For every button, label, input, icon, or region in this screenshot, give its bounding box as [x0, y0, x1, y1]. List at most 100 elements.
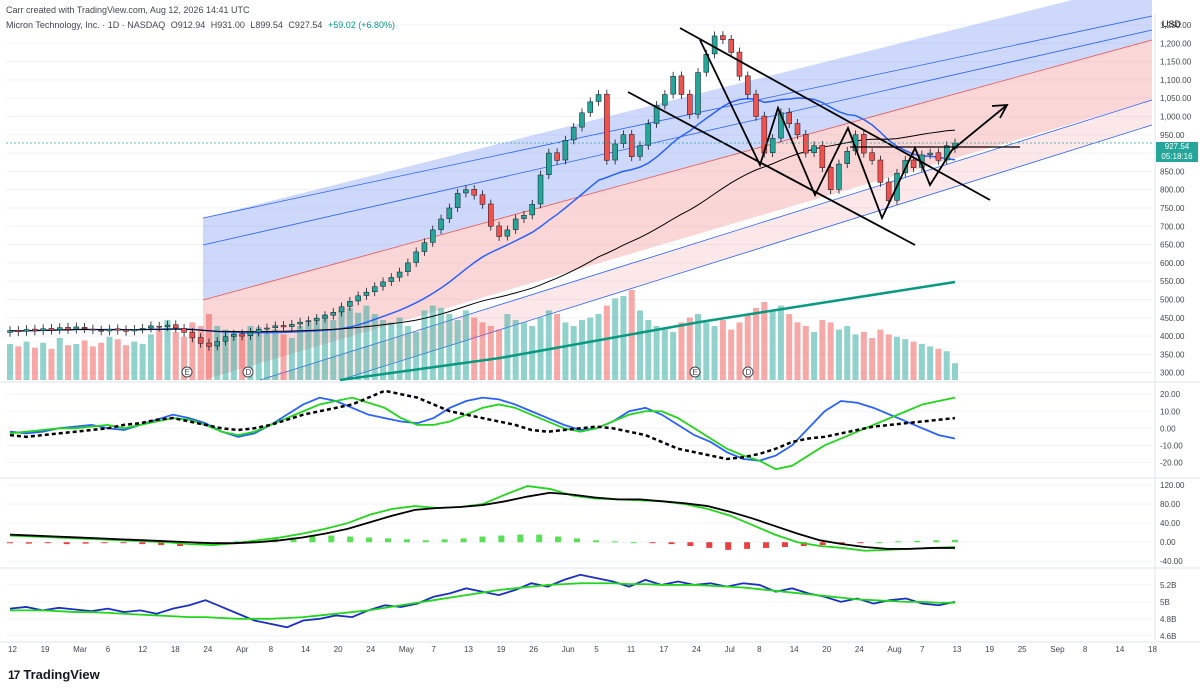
y-tick-label: 40.00 [1160, 519, 1181, 528]
y-tick-label: 4.8B [1160, 615, 1176, 624]
tradingview-icon: 17 [8, 667, 20, 682]
volume-bar [214, 326, 221, 380]
histogram-bar [328, 535, 335, 543]
candle-body [371, 286, 378, 293]
histogram-bar [649, 542, 656, 544]
volume-bar [860, 332, 867, 380]
candle-body [927, 152, 933, 155]
x-tick-label: 14 [301, 645, 310, 654]
x-tick-label: 19 [41, 645, 50, 654]
candle-body [662, 94, 668, 106]
volume-bar [429, 305, 436, 380]
candle-body [222, 336, 229, 342]
candle-body [454, 193, 461, 208]
candle-body [811, 145, 817, 153]
x-tick-label: 7 [920, 645, 925, 654]
volume-bar [587, 317, 594, 380]
candle-body [579, 112, 585, 128]
downtrend-line-lower [627, 91, 916, 246]
y-tick-label: 5B [1160, 598, 1170, 607]
candle-body [73, 326, 80, 330]
y-tick-label: 950.00 [1160, 131, 1185, 140]
volume-bar [537, 317, 544, 380]
volume-bar [703, 322, 710, 380]
candle-body [231, 334, 237, 337]
volume-bar [603, 305, 610, 380]
volume-bar [255, 327, 262, 380]
candle-body [156, 325, 162, 328]
ohlc-close: C927.54 [288, 20, 323, 30]
candle-body [645, 123, 652, 146]
candle-body [413, 251, 419, 263]
y-tick-label: -20.00 [1160, 458, 1183, 467]
volume-bar [438, 308, 445, 380]
volume-bar [81, 340, 88, 380]
volume-bar [653, 326, 660, 380]
histogram-bar [7, 542, 13, 544]
y-tick-label: 120.00 [1160, 481, 1185, 490]
x-tick-label: 18 [171, 645, 180, 654]
candle-body [23, 329, 30, 332]
volume-bar [893, 336, 900, 380]
candle-body [164, 324, 171, 327]
candle-body [247, 332, 254, 336]
histogram-bar [668, 542, 675, 545]
candle-body [181, 328, 187, 333]
volume-bar [172, 332, 179, 380]
x-tick-label: 12 [8, 645, 17, 654]
candle-body [347, 301, 353, 307]
volume-bar [181, 336, 188, 380]
histogram-bar [706, 542, 713, 548]
event-badge-label: D [746, 368, 752, 377]
x-tick-label: May [399, 645, 414, 654]
histogram-bar [517, 534, 524, 543]
volume-bar [40, 342, 47, 380]
y-tick-label: 450.00 [1160, 314, 1185, 323]
candle-body [280, 325, 287, 328]
histogram-bar [441, 539, 448, 543]
zigzag-pattern-line [699, 39, 1008, 221]
histogram-bar [233, 541, 240, 543]
volume-bar [15, 346, 22, 380]
event-badge-label: E [693, 368, 698, 377]
x-tick-label: 13 [464, 645, 473, 654]
volume-bar [927, 346, 934, 380]
volume-bar [388, 322, 395, 380]
x-tick-label: 20 [334, 645, 343, 654]
volume-bar [645, 320, 652, 380]
volume-bar [943, 351, 950, 380]
volume-bar [454, 320, 461, 380]
volume-bar [512, 320, 519, 380]
candle-body [827, 167, 834, 190]
x-tick-label: 19 [985, 645, 994, 654]
y-tick-label: 1,100.00 [1160, 76, 1192, 85]
symbol-name[interactable]: Micron Technology, Inc. · 1D · NASDAQ [6, 20, 166, 30]
candle-body [123, 329, 129, 332]
candle-body [521, 215, 527, 219]
volume-bar [380, 320, 387, 380]
histogram-bar [592, 540, 599, 543]
candle-body [910, 159, 917, 168]
volume-bar [520, 322, 527, 380]
tradingview-logo[interactable]: 17 TradingView [8, 667, 100, 682]
y-tick-label: 800.00 [1160, 186, 1185, 195]
volume-bar [338, 310, 345, 380]
volume-bar [56, 338, 63, 380]
volume-bar [156, 329, 163, 380]
x-tick-label: 24 [692, 645, 701, 654]
candle-body [305, 320, 312, 323]
histogram-bar [309, 535, 316, 543]
y-tick-label: 850.00 [1160, 167, 1185, 176]
candle-body [355, 295, 361, 302]
candle-body [189, 332, 196, 339]
candle-body [819, 145, 826, 168]
candle-body [728, 39, 734, 53]
y-tick-label: -10.00 [1160, 441, 1183, 450]
volume-bar [736, 322, 743, 380]
candle-body [877, 159, 884, 183]
histogram-bar [781, 542, 788, 547]
x-tick-label: 8 [269, 645, 274, 654]
y-tick-label: 350.00 [1160, 350, 1185, 359]
volume-bar [114, 339, 121, 380]
